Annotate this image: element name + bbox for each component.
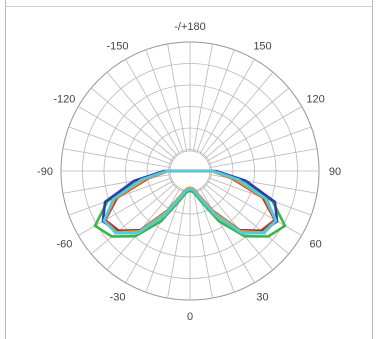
grid-spoke: [68, 126, 172, 165]
grid-spoke: [209, 148, 318, 168]
grid-spoke: [199, 59, 255, 154]
angle-tick-labels: 0 30 60 90 120 150 -/+180 -150 -120 -90 -60 -30: [37, 21, 341, 323]
grid-spoke: [205, 87, 290, 159]
grid-spoke: [202, 71, 274, 156]
grid-spoke: [199, 188, 255, 283]
angle-tick-label: -/+180: [174, 21, 206, 33]
grid-spoke: [125, 59, 181, 154]
grid-spoke: [125, 188, 181, 283]
grid-spoke: [196, 189, 235, 293]
grid-spoke: [62, 148, 171, 168]
angle-tick-label: -60: [56, 239, 72, 251]
angle-tick-label: 120: [306, 94, 324, 106]
series-curves: [93, 169, 287, 238]
grid-spoke: [193, 190, 213, 299]
series-line: [102, 169, 278, 235]
grid-spoke: [167, 190, 187, 299]
grid-spoke: [145, 49, 184, 153]
grid-spoke: [106, 71, 178, 156]
polar-grid: [60, 41, 320, 301]
angle-tick-label: -30: [110, 292, 126, 304]
grid-spoke: [196, 49, 235, 153]
right-border: [372, 0, 373, 339]
angle-tick-label: -120: [53, 94, 75, 106]
grid-spoke: [145, 189, 184, 293]
left-border: [5, 0, 6, 339]
grid-spoke: [90, 87, 175, 159]
angle-tick-label: 90: [329, 166, 341, 178]
angle-tick-label: -150: [106, 40, 128, 52]
grid-spoke: [207, 106, 302, 162]
grid-spoke: [205, 183, 290, 255]
grid-spoke: [167, 43, 187, 152]
angle-tick-label: 0: [187, 311, 193, 323]
grid-spoke: [193, 43, 213, 152]
top-border: [5, 6, 373, 7]
grid-spoke: [90, 183, 175, 255]
grid-spoke: [78, 106, 173, 162]
angle-tick-label: -90: [37, 166, 53, 178]
angle-tick-label: 30: [256, 292, 268, 304]
angle-tick-label: 60: [309, 239, 321, 251]
angle-tick-label: 150: [253, 40, 271, 52]
grid-spoke: [208, 126, 312, 165]
